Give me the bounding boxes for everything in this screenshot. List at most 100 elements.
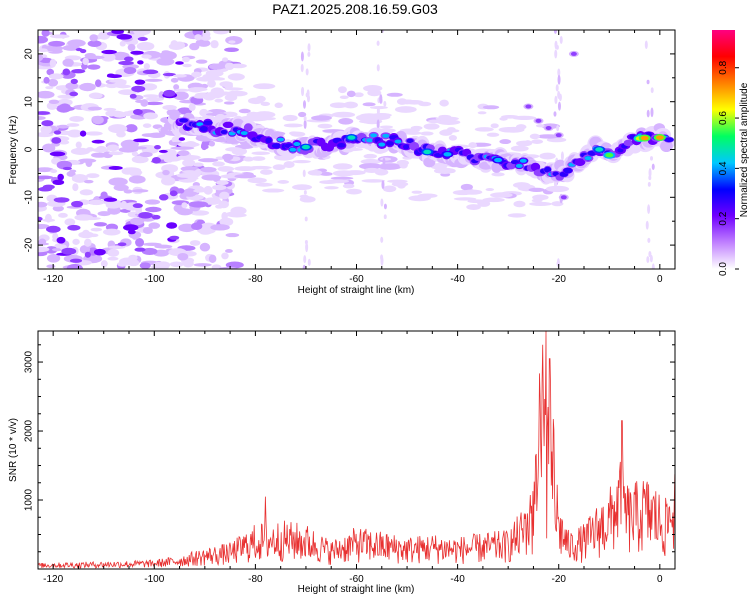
spectrogram-blob: [85, 159, 93, 167]
snr-x-tick-label: -100: [144, 574, 164, 585]
spectrogram-blob: [152, 261, 165, 269]
spectrogram-blob: [61, 247, 77, 255]
spectrogram-blob: [107, 248, 120, 257]
spectrogram-blob: [293, 142, 301, 147]
spectrogram-blob: [195, 39, 206, 46]
spectrogram-blob: [41, 120, 54, 127]
spectrogram-blob: [194, 34, 202, 41]
spectrogram-blob: [69, 169, 77, 173]
spectrogram-blob: [202, 73, 213, 81]
spectrogram-blob: [272, 164, 286, 171]
spectrogram-blob: [299, 194, 309, 199]
spectrogram-blob: [108, 177, 128, 186]
spectrogram-blob: [545, 185, 570, 193]
spectrogram-blob: [307, 51, 311, 57]
spectrogram-blob: [650, 87, 654, 94]
spectrogram-blob: [38, 223, 50, 229]
spectrogram-blob: [190, 210, 210, 216]
spectrogram-blob: [181, 202, 188, 209]
spectrogram-blob: [123, 67, 137, 75]
spectrogram-blob: [330, 176, 354, 180]
spectrogram-blob: [570, 51, 577, 56]
spectrogram-blob: [108, 165, 123, 170]
spectrogram-blob: [646, 109, 650, 118]
spectrogram-blob: [329, 102, 348, 109]
spectrogram-blob: [423, 123, 440, 130]
spectrogram-blob: [133, 138, 149, 143]
spectrogram-blob: [644, 40, 648, 50]
spectrogram-y-tick-label: 20: [24, 48, 35, 60]
snr-x-tick-label: -20: [551, 574, 566, 585]
spectrogram-blob: [474, 127, 494, 132]
spectrogram-blob: [182, 63, 192, 68]
spectrogram-blob: [640, 135, 649, 141]
colorbar-tick-label: 0.6: [718, 111, 729, 125]
spectrogram-blob: [42, 143, 56, 153]
spectrogram-blob: [528, 187, 545, 192]
spectrogram-blob: [72, 183, 79, 192]
spectrogram-blob: [127, 211, 139, 218]
spectrogram-blob: [343, 101, 358, 109]
spectrogram-blob: [178, 137, 186, 141]
spectrogram-blob: [175, 61, 184, 65]
colorbar: 0.0 0.2 0.4 0.6 0.8 Normalized spectral ampl…: [712, 30, 750, 276]
spectrogram-blob: [646, 79, 650, 85]
spectrogram-blob: [645, 220, 649, 230]
spectrogram-blob: [158, 194, 169, 201]
spectrogram-blob: [67, 224, 81, 231]
spectrogram-blob: [301, 144, 310, 150]
spectrogram-blob: [255, 182, 273, 187]
spectrogram-blob: [201, 174, 222, 181]
spectrogram-blob: [532, 194, 549, 201]
spectrogram-blob: [111, 30, 125, 35]
snr-panel: -120 -100 -80 -60 -40 -20 0 1000 2000 3000 Heigh…: [8, 330, 676, 595]
colorbar-tick-label: 0.8: [718, 60, 729, 74]
spectrogram-blob: [107, 245, 126, 250]
spectrogram-blob: [319, 180, 338, 184]
spectrogram-blob: [70, 78, 78, 85]
spectrogram-blob: [105, 110, 118, 117]
spectrogram-blob: [411, 190, 423, 194]
spectrogram-blob: [539, 152, 556, 160]
spectrogram-blob: [362, 102, 376, 107]
spectrogram-blob: [660, 140, 673, 153]
spectrogram-blob: [141, 247, 158, 256]
spectrogram-blob: [380, 157, 392, 161]
spectrogram-blob: [647, 204, 651, 215]
spectrogram-blob: [45, 213, 52, 223]
spectrogram-blob: [48, 40, 66, 47]
colorbar-tick-label: 0.0: [718, 262, 729, 276]
spectrogram-blob: [467, 199, 488, 204]
spectrogram-blob: [123, 224, 139, 231]
spectrogram-blob: [120, 139, 139, 149]
spectrogram-blob: [605, 153, 614, 158]
spectrogram-blob: [58, 140, 70, 145]
spectrogram-blob: [85, 55, 105, 60]
spectrogram-blob: [379, 125, 394, 129]
spectrogram-blob: [87, 64, 101, 70]
spectrogram-blob: [88, 92, 103, 99]
spectrogram-blob: [221, 252, 229, 260]
spectrogram-blob: [217, 166, 235, 172]
spectrogram-blob: [510, 145, 529, 152]
spectrogram-blob: [102, 228, 121, 236]
spectrogram-blob: [57, 94, 76, 99]
spectrogram-blob: [103, 197, 118, 202]
spectrogram-blob: [162, 104, 177, 110]
spectrogram-blob: [118, 60, 134, 66]
spectrogram-blob: [38, 35, 49, 44]
snr-x-tick-label: -120: [43, 574, 63, 585]
spectrogram-blob: [523, 140, 532, 146]
spectrogram-blob: [52, 232, 59, 241]
spectrogram-blob: [382, 157, 386, 166]
spectrogram-blob: [124, 56, 134, 62]
spectrogram-blob: [199, 231, 211, 235]
spectrogram-blob: [394, 106, 417, 113]
spectrogram-blob: [289, 131, 299, 136]
spectrogram-blob: [399, 162, 408, 169]
spectrogram-blob: [377, 163, 402, 170]
spectrogram-blob: [71, 173, 88, 183]
spectrogram-blob: [529, 133, 541, 140]
spectrogram-x-tick-label: -120: [43, 274, 63, 285]
spectrogram-blob: [563, 167, 573, 174]
